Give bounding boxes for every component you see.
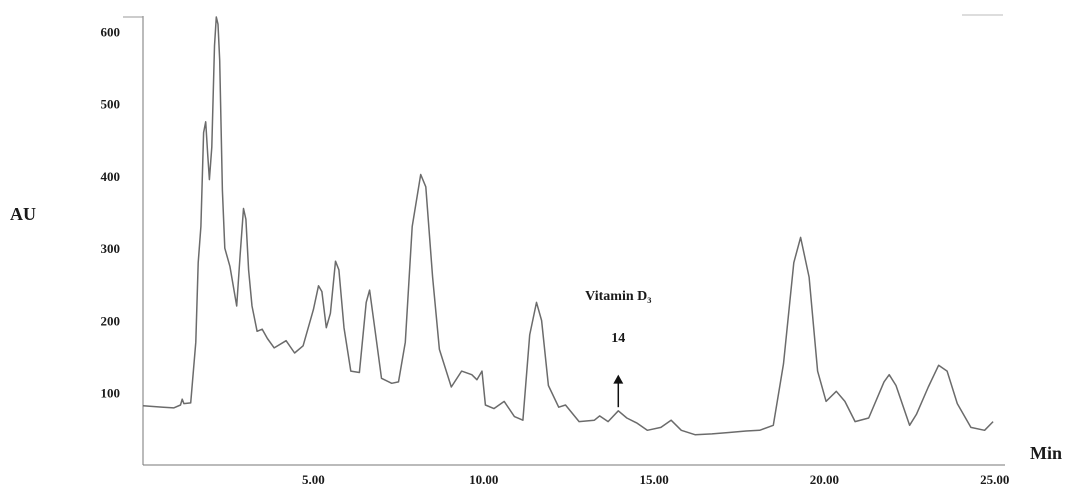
peak-arrow	[613, 374, 624, 408]
y-tick-label: 600	[101, 24, 121, 39]
x-tick-label: 5.00	[302, 472, 325, 487]
x-axis-label: Min	[1030, 443, 1062, 463]
y-tick-label: 500	[101, 97, 121, 112]
x-tick-labels: 5.00 10.00 15.00 20.00 25.00	[302, 472, 1009, 487]
x-tick-label: 20.00	[810, 472, 839, 487]
chromatogram-trace	[142, 16, 994, 436]
peak-number-label: 14	[611, 331, 625, 346]
y-axis-label: AU	[10, 204, 36, 224]
x-tick-label: 15.00	[639, 472, 668, 487]
axes	[123, 14, 1005, 466]
y-tick-labels: 100 200 300 400 500 600	[101, 24, 121, 400]
x-tick-label: 10.00	[469, 472, 498, 487]
y-tick-label: 200	[101, 313, 121, 328]
arrow-head	[613, 374, 624, 384]
vitamin-d3-label: Vitamin D₃	[585, 289, 651, 304]
x-tick-label: 25.00	[980, 472, 1009, 487]
y-tick-label: 400	[101, 169, 121, 184]
y-tick-label: 300	[101, 241, 121, 256]
y-tick-label: 100	[101, 386, 121, 401]
